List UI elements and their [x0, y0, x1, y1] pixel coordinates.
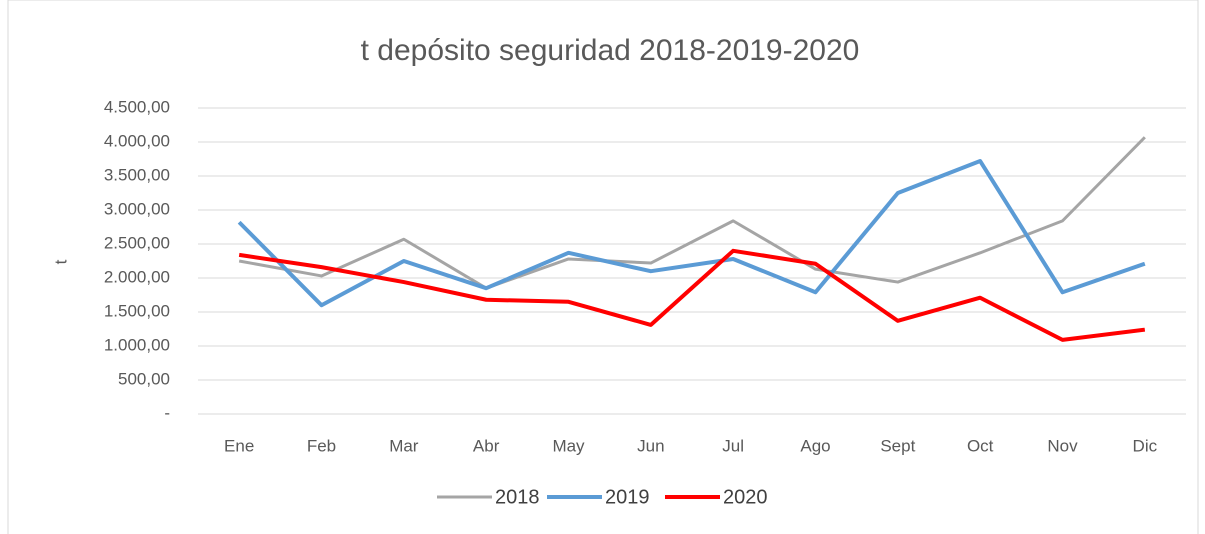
y-tick-label: 1.500,00	[104, 301, 170, 320]
x-tick-label: Abr	[473, 436, 500, 455]
y-tick-label: -	[164, 403, 170, 422]
y-axis-label: t	[51, 259, 70, 264]
legend-label: 2019	[605, 486, 650, 508]
chart-frame	[7, 0, 1199, 534]
x-tick-label: Feb	[307, 436, 336, 455]
legend-label: 2018	[495, 486, 540, 508]
x-tick-label: Sept	[880, 436, 915, 455]
y-tick-label: 2.500,00	[104, 233, 170, 252]
x-tick-label: May	[552, 436, 585, 455]
y-tick-label: 500,00	[118, 369, 170, 388]
x-tick-label: Ene	[224, 436, 254, 455]
y-tick-label: 3.500,00	[104, 165, 170, 184]
x-tick-label: Nov	[1047, 436, 1078, 455]
x-tick-label: Jun	[637, 436, 664, 455]
legend-label: 2020	[723, 486, 768, 508]
y-tick-label: 2.000,00	[104, 267, 170, 286]
y-tick-label: 4.500,00	[104, 97, 170, 116]
x-tick-label: Dic	[1133, 436, 1158, 455]
x-tick-label: Mar	[389, 436, 419, 455]
x-tick-label: Ago	[800, 436, 830, 455]
y-tick-label: 3.000,00	[104, 199, 170, 218]
x-tick-label: Jul	[722, 436, 744, 455]
y-tick-label: 4.000,00	[104, 131, 170, 150]
series-line	[238, 136, 1146, 290]
series-line	[238, 248, 1146, 342]
series-line	[237, 159, 1146, 308]
y-tick-label: 1.000,00	[104, 335, 170, 354]
chart-title: t depósito seguridad 2018-2019-2020	[361, 34, 860, 67]
x-tick-label: Oct	[967, 436, 994, 455]
